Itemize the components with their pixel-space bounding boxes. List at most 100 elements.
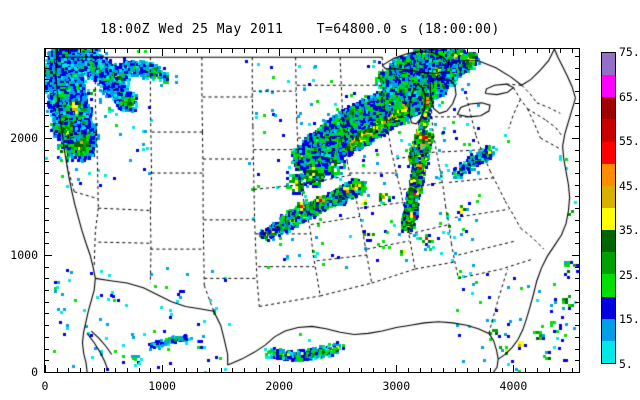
y-tick-right	[575, 115, 579, 116]
x-tick	[150, 368, 151, 372]
x-tick	[443, 368, 444, 372]
x-axis-label: 0	[41, 379, 49, 393]
colorbar-band	[602, 274, 615, 297]
colorbar-tick-label: 15.	[619, 312, 640, 327]
radar-reflectivity-canvas	[45, 49, 579, 372]
y-tick	[45, 56, 49, 57]
y-tick	[45, 302, 49, 303]
y-tick	[45, 278, 49, 279]
y-tick-right	[575, 349, 579, 350]
x-tick	[174, 368, 175, 372]
x-tick-top	[139, 49, 140, 53]
x-tick	[373, 368, 374, 372]
y-tick-right	[575, 302, 579, 303]
y-tick	[45, 79, 49, 80]
x-tick	[186, 368, 187, 372]
y-tick-right	[575, 68, 579, 69]
x-tick	[162, 365, 163, 372]
x-tick	[244, 368, 245, 372]
y-tick	[45, 161, 49, 162]
x-tick-top	[326, 49, 327, 53]
y-tick-right	[575, 91, 579, 92]
y-tick	[45, 138, 52, 139]
x-tick-top	[349, 49, 350, 53]
y-tick-right	[575, 278, 579, 279]
colorbar-band	[602, 185, 615, 208]
colorbar-tick-label: 55.	[619, 134, 640, 149]
x-tick	[104, 368, 105, 372]
plot-frame	[44, 48, 580, 373]
y-tick-right	[575, 337, 579, 338]
y-axis-label: 2000	[10, 130, 38, 145]
x-tick-top	[467, 49, 468, 53]
y-tick-right	[575, 325, 579, 326]
x-tick	[431, 368, 432, 372]
colorbar-band	[602, 75, 615, 98]
x-tick-top	[490, 49, 491, 53]
y-tick-right	[575, 360, 579, 361]
x-tick	[232, 368, 233, 372]
colorbar-band	[602, 119, 615, 142]
x-tick-top	[209, 49, 210, 53]
y-tick	[45, 220, 49, 221]
x-tick	[525, 368, 526, 372]
x-tick-top	[396, 49, 397, 56]
y-tick	[45, 360, 49, 361]
y-tick	[45, 255, 52, 256]
x-tick	[396, 365, 397, 372]
colorbar-band	[602, 141, 615, 164]
x-tick-top	[279, 49, 280, 56]
x-tick	[139, 368, 140, 372]
y-tick-right	[575, 290, 579, 291]
reflectivity-colorbar	[601, 52, 616, 364]
x-tick-top	[162, 49, 163, 56]
colorbar-band	[602, 318, 615, 341]
y-tick-right	[575, 243, 579, 244]
y-tick	[45, 185, 49, 186]
x-tick	[68, 368, 69, 372]
colorbar-band	[602, 207, 615, 231]
x-tick-top	[431, 49, 432, 53]
x-tick-top	[525, 49, 526, 53]
x-tick-top	[572, 49, 573, 53]
x-tick-top	[361, 49, 362, 53]
x-tick-top	[455, 49, 456, 53]
x-tick-top	[232, 49, 233, 53]
x-tick	[490, 368, 491, 372]
y-tick-right	[575, 150, 579, 151]
y-tick	[45, 173, 49, 174]
x-axis-label: 3000	[382, 379, 411, 393]
x-tick	[361, 368, 362, 372]
x-tick-top	[244, 49, 245, 53]
x-tick-top	[57, 49, 58, 53]
x-tick-top	[560, 49, 561, 53]
x-tick-top	[537, 49, 538, 53]
x-tick-top	[256, 49, 257, 53]
y-tick-right	[575, 196, 579, 197]
x-tick-top	[268, 49, 269, 53]
y-tick	[45, 337, 49, 338]
x-tick-top	[303, 49, 304, 53]
x-tick-top	[513, 49, 514, 56]
x-tick-top	[45, 49, 46, 56]
x-tick-top	[408, 49, 409, 53]
y-tick-right	[575, 103, 579, 104]
x-tick	[326, 368, 327, 372]
x-tick-top	[80, 49, 81, 53]
colorbar-tick-label: 5.	[619, 357, 633, 371]
plot-title: 18:00Z Wed 25 May 2011 T=64800.0 s (18:0…	[100, 22, 500, 37]
x-tick	[349, 368, 350, 372]
x-tick	[314, 368, 315, 372]
x-tick	[80, 368, 81, 372]
colorbar-tick-label: 75.	[619, 45, 640, 59]
x-tick	[92, 368, 93, 372]
x-tick-top	[104, 49, 105, 53]
x-tick	[513, 365, 514, 372]
x-tick-top	[502, 49, 503, 53]
x-tick-top	[197, 49, 198, 53]
colorbar-band	[602, 340, 615, 363]
colorbar-band	[602, 252, 615, 275]
x-tick	[45, 365, 46, 372]
y-tick	[45, 91, 49, 92]
